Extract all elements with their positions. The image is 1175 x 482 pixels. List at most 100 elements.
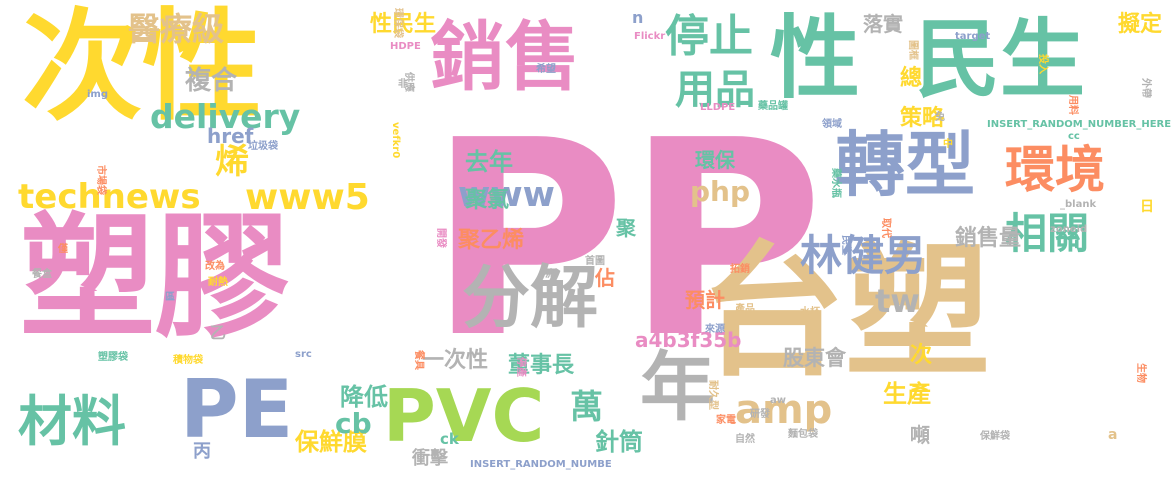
cloud-word: 來源 (705, 324, 725, 335)
cloud-word: 區 (165, 292, 175, 303)
cloud-word: aw (770, 395, 786, 406)
cloud-word: _blank (1060, 199, 1097, 210)
cloud-word: amp (735, 387, 833, 433)
cloud-word: href (207, 124, 254, 148)
cloud-word: technews (18, 177, 201, 217)
cloud-word: 民生 (915, 11, 1086, 110)
cloud-word: 衝擊 (412, 448, 448, 469)
cloud-word: 日 (1140, 199, 1154, 215)
cloud-word: 積物袋 (173, 355, 203, 366)
cloud-word: delivery (150, 97, 301, 136)
cloud-word: 耐熱 (208, 277, 228, 288)
cloud-word: 研發 (750, 409, 770, 420)
cloud-word: 水杯 (800, 307, 820, 318)
cloud-word: 銷售 (430, 13, 581, 101)
cloud-word: INSERT_RANDOM_NUMBER_HERE (987, 119, 1172, 130)
cloud-word: Flickr (634, 31, 666, 42)
cloud-word: 銷售量 (955, 226, 1022, 251)
cloud-word: 年 (640, 343, 716, 431)
cloud-word: php (690, 175, 751, 208)
cloud-word: 僅 (58, 244, 68, 255)
cloud-word: target (955, 31, 991, 42)
cloud-word: 聚 (616, 216, 636, 240)
cloud-word: 性民生 (370, 12, 437, 37)
cloud-word: 餐具 (413, 350, 424, 370)
cloud-word: HDPE (390, 41, 421, 52)
cloud-word: 開發 (435, 228, 446, 248)
cloud-word: 投入 (1037, 54, 1048, 74)
cloud-word: n (632, 8, 644, 27)
cloud-word: 麵包袋 (788, 429, 818, 440)
cloud-word: 針筒 (595, 428, 643, 456)
cloud-word: 免 (935, 112, 945, 123)
cloud-word: zoneid (1050, 224, 1088, 235)
cloud-word: 改為 (205, 261, 225, 272)
cloud-word: INSERT_RANDOM_NUMBE (470, 459, 612, 470)
cloud-word: PE (180, 363, 294, 456)
cloud-word: 分解 (462, 259, 599, 338)
cloud-word: 林健男 (800, 231, 927, 280)
cloud-word: 複合 (185, 66, 238, 96)
cloud-word: cc (1068, 131, 1080, 142)
cloud-word: ck (440, 430, 459, 448)
cloud-word: 環保袋 (392, 8, 403, 38)
cloud-word: 停止 (665, 11, 753, 62)
cloud-word: 塑膠 (20, 199, 290, 356)
cloud-word: 相關 (1005, 209, 1090, 258)
cloud-word: 丙 (193, 441, 211, 462)
cloud-word: 垃圾袋 (248, 141, 278, 152)
cloud-word: 醫療級 (128, 10, 225, 48)
cloud-word: 保鮮膜 (295, 428, 367, 456)
cloud-word: 停產 (515, 357, 526, 377)
cloud-word: 保鮮袋 (980, 431, 1010, 442)
cloud-word: 取代 (880, 218, 891, 238)
cloud-word: 董事長 (508, 353, 575, 378)
cloud-word: 圖框 (907, 40, 918, 60)
cloud-word: 次性 (22, 0, 262, 137)
cloud-word: 噸 (910, 423, 930, 447)
cloud-word: 拓銷 (730, 264, 750, 275)
cloud-word: 家電 (716, 415, 736, 426)
cloud-word: a4b3f35b (635, 328, 742, 352)
cloud-word: 股東會 (783, 346, 846, 370)
cloud-word: tw (875, 282, 920, 320)
cloud-word: 藥品罐 (758, 101, 788, 112)
cloud-word: 性 (770, 6, 860, 111)
cloud-word: 策略 (900, 106, 945, 131)
cloud-word: 市場袋 (95, 165, 106, 195)
cloud-word: 流 (545, 269, 555, 280)
cloud-word: 去年 (465, 148, 513, 176)
cloud-word: 萬 (570, 387, 603, 426)
cloud-word: 乙 (210, 323, 227, 342)
cloud-word: 用料 (1067, 95, 1078, 115)
cloud-word: 總 (900, 66, 923, 91)
cloud-word: 生產 (883, 380, 931, 408)
cloud-word: www5 (245, 177, 370, 218)
cloud-word: 塑膠袋 (98, 352, 128, 363)
cloud-word: 首圖 (585, 256, 605, 267)
cloud-word: 烯 (215, 142, 249, 182)
cloud-word: src (295, 349, 312, 360)
cloud-word: 落實 (863, 12, 903, 36)
cloud-word: 一次性 (422, 348, 489, 373)
cloud-word: 餐盒 (32, 269, 52, 280)
cloud-word: 預計 (685, 288, 725, 312)
cloud-word: 產品 (735, 304, 755, 315)
cloud-word: 降低 (340, 383, 388, 411)
cloud-word: cb (335, 407, 372, 440)
cloud-word: 民生 (840, 235, 851, 255)
cloud-word: 環保 (695, 148, 735, 172)
cloud-word: 環境 (1005, 141, 1105, 199)
cloud-word: PP (428, 82, 824, 397)
cloud-word: 擬定 (1118, 12, 1163, 37)
cloud-word: 用品 (675, 67, 755, 113)
cloud-word: 希望 (536, 64, 556, 75)
cloud-word: 轉型 (835, 124, 975, 206)
cloud-word: a (1108, 427, 1118, 443)
cloud-word: 佔 (595, 266, 615, 290)
cloud-word: 聚氯 (465, 188, 510, 213)
cloud-word: 中 (943, 139, 953, 150)
cloud-word: 生物 (1135, 363, 1146, 383)
cloud-word: 領域 (822, 119, 842, 130)
